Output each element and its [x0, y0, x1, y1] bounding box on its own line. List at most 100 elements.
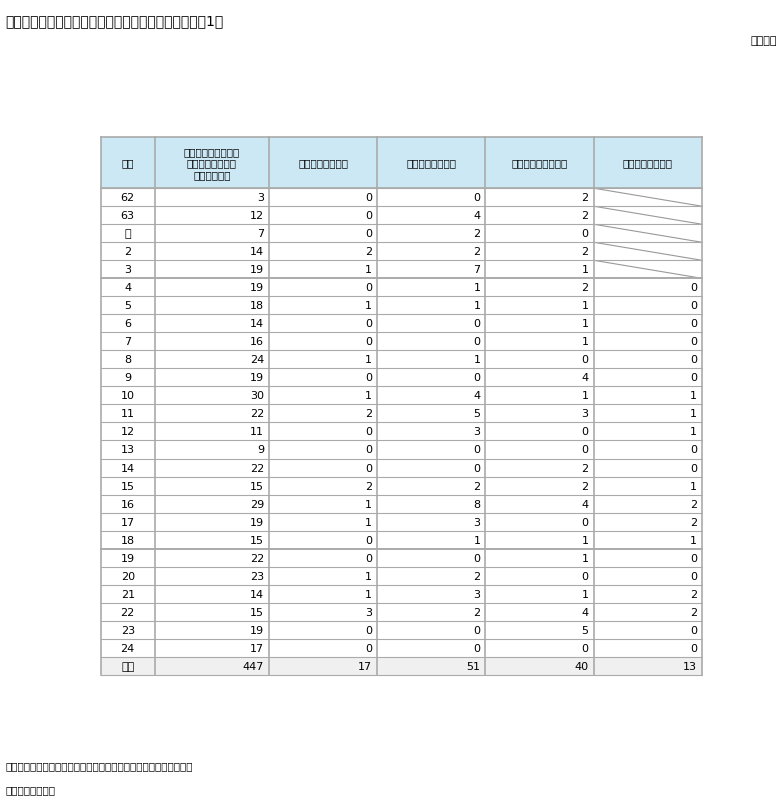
Text: 2: 2	[366, 247, 373, 257]
Text: 0: 0	[690, 355, 697, 365]
Text: 0: 0	[473, 463, 480, 473]
Text: 0: 0	[690, 463, 697, 473]
Text: 447: 447	[243, 661, 264, 671]
Text: 1: 1	[690, 409, 697, 419]
Bar	[269, 603, 377, 621]
Bar	[101, 441, 155, 459]
Text: 2: 2	[366, 481, 373, 491]
Bar	[269, 138, 377, 189]
Text: 24: 24	[120, 643, 135, 653]
Text: 3: 3	[257, 193, 264, 203]
Text: 0: 0	[690, 643, 697, 653]
Bar	[594, 243, 701, 261]
Text: 医療チームの派遣: 医療チームの派遣	[406, 158, 456, 169]
Bar	[101, 513, 155, 531]
Text: 1: 1	[582, 319, 589, 329]
Text: 30: 30	[250, 391, 264, 401]
Bar	[101, 405, 155, 423]
Bar	[377, 189, 485, 207]
Bar	[377, 423, 485, 441]
Text: 0: 0	[690, 571, 697, 581]
Bar	[594, 225, 701, 243]
Text: 1: 1	[582, 337, 589, 347]
Bar	[485, 531, 594, 549]
Text: 0: 0	[366, 553, 373, 563]
Bar	[485, 369, 594, 387]
Bar	[155, 477, 269, 495]
Text: 0: 0	[473, 373, 480, 383]
Bar	[101, 315, 155, 333]
Bar	[269, 567, 377, 585]
Bar	[155, 495, 269, 513]
Bar	[485, 351, 594, 369]
Bar	[101, 207, 155, 225]
Text: 2: 2	[690, 589, 697, 599]
Text: 2: 2	[473, 481, 480, 491]
Bar	[377, 207, 485, 225]
Bar	[269, 657, 377, 675]
Text: 5: 5	[473, 409, 480, 419]
Bar	[485, 459, 594, 477]
Text: 13: 13	[121, 445, 134, 455]
Bar	[485, 297, 594, 315]
Text: 合計: 合計	[121, 661, 134, 671]
Text: 10: 10	[121, 391, 134, 401]
Bar	[269, 351, 377, 369]
Bar	[155, 621, 269, 639]
Text: 19: 19	[250, 373, 264, 383]
Bar	[377, 369, 485, 387]
Bar	[269, 261, 377, 279]
Text: 4: 4	[124, 283, 131, 293]
Bar	[377, 315, 485, 333]
Bar	[101, 495, 155, 513]
Bar	[485, 477, 594, 495]
Bar	[269, 459, 377, 477]
Bar	[377, 513, 485, 531]
Bar	[594, 477, 701, 495]
Bar	[485, 315, 594, 333]
Bar	[377, 585, 485, 603]
Text: 9: 9	[257, 445, 264, 455]
Text: 22: 22	[250, 409, 264, 419]
Text: 3: 3	[582, 409, 589, 419]
Text: 13: 13	[683, 661, 697, 671]
Bar	[594, 207, 701, 225]
Text: 2: 2	[473, 229, 480, 239]
Text: 1: 1	[473, 535, 480, 545]
Bar	[269, 225, 377, 243]
Text: 12: 12	[120, 427, 135, 437]
Text: 0: 0	[582, 427, 589, 437]
Bar	[101, 459, 155, 477]
Text: 6: 6	[124, 319, 131, 329]
Text: 0: 0	[690, 337, 697, 347]
Bar	[155, 423, 269, 441]
Bar	[269, 621, 377, 639]
Text: 0: 0	[582, 517, 589, 527]
Text: 0: 0	[366, 625, 373, 635]
Bar	[269, 585, 377, 603]
Text: 4: 4	[582, 373, 589, 383]
Text: 2: 2	[690, 517, 697, 527]
Bar	[155, 441, 269, 459]
Bar	[269, 477, 377, 495]
Text: 1: 1	[366, 265, 373, 275]
Bar	[485, 189, 594, 207]
Text: 8: 8	[124, 355, 131, 365]
Text: 1: 1	[582, 301, 589, 311]
Text: 3: 3	[473, 517, 480, 527]
Bar	[377, 351, 485, 369]
Bar	[485, 657, 594, 675]
Bar	[594, 585, 701, 603]
Text: 0: 0	[582, 643, 589, 653]
Text: 2: 2	[582, 283, 589, 293]
Text: 0: 0	[473, 319, 480, 329]
Text: 11: 11	[250, 427, 264, 437]
Text: 7: 7	[124, 337, 131, 347]
Text: 0: 0	[473, 337, 480, 347]
Text: 11: 11	[121, 409, 134, 419]
Bar	[485, 567, 594, 585]
Text: 2: 2	[582, 247, 589, 257]
Bar	[377, 405, 485, 423]
Bar	[485, 243, 594, 261]
Text: 1: 1	[582, 553, 589, 563]
